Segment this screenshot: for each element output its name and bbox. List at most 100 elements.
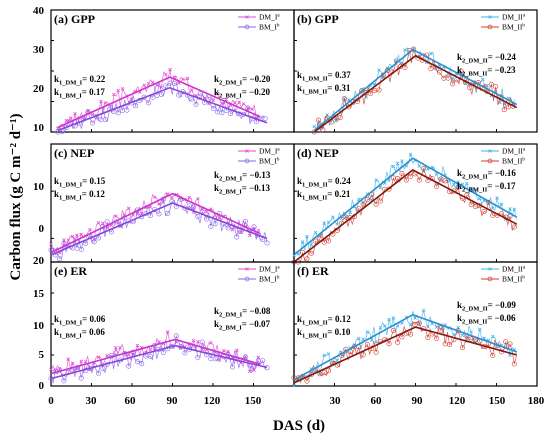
legend-marker [245,15,249,19]
slope-label: k2_DM_I= −0.08 [214,306,271,319]
fit-line-dm_ii [293,313,518,381]
data-point [96,221,101,225]
data-point [171,80,177,86]
slope-label: k1_DM_I= 0.22 [54,74,106,87]
data-point [376,87,382,93]
y-tick-label: 10 [33,320,45,332]
legend-marker [488,15,492,19]
data-point [101,221,105,226]
data-point [66,238,71,242]
slope-value: = −0.06 [487,313,516,323]
slope-letter: k [457,65,462,75]
slope-letter: k [457,168,462,178]
data-point [364,197,370,203]
slope-label: k1_DM_I= 0.06 [54,314,106,327]
data-point [215,91,220,96]
data-point [145,100,151,106]
data-point [326,351,331,356]
data-point [256,228,261,233]
slope-letter: k [297,314,302,324]
fit-line-bm_i [57,86,268,132]
data-point [199,339,205,345]
data-point [234,234,240,240]
data-point [241,101,246,106]
slope-subscript: 1_DM_II [302,76,328,83]
data-point [490,353,496,359]
data-point [322,353,327,358]
data-point [163,72,168,77]
slope-letter: k [297,189,302,199]
fit-line-dm_ii [293,157,518,256]
data-point [103,101,108,105]
slope-subscript: 1_BM_I [59,333,82,340]
data-point [75,233,79,237]
data-point [403,177,409,183]
data-point [395,175,401,181]
data-point [79,232,84,237]
slope-value: = −0.13 [242,170,271,180]
y-tick-label: 30 [33,44,45,56]
legend-superscript: b [277,24,280,29]
legend-label: DM_IIa [502,13,526,22]
data-point [434,335,440,341]
y-tick-label: 40 [33,5,45,17]
data-point [57,256,63,262]
data-point [426,325,430,329]
data-point [425,335,431,341]
legend-superscript: b [277,276,280,281]
data-point [134,359,140,365]
data-point [469,186,473,190]
x-tick-label: 60 [125,395,137,407]
fit-line-bm_i [50,202,268,256]
data-point [228,111,234,117]
data-point [445,75,451,81]
slope-subscript: 2_DM_I [219,176,243,183]
data-point [408,173,414,179]
data-point [156,211,162,217]
data-point [507,341,513,347]
data-point [247,369,252,374]
data-point [148,348,153,352]
slope-label: k2_BM_II= −0.23 [457,65,516,78]
legend-marker [245,149,249,153]
data-point [70,361,75,366]
slope-value: = 0.31 [327,83,351,93]
data-point [229,364,235,370]
x-tick-label: 180 [528,395,545,407]
data-point [442,178,448,184]
data-point [449,81,455,87]
data-point [395,161,400,166]
slope-label: k1_DM_II= 0.12 [297,314,351,327]
data-point [447,342,453,348]
slope-label: k1_BM_II= 0.10 [297,327,351,340]
fit-line-bm_i [50,344,268,380]
slope-label: k1_BM_II= 0.21 [297,189,351,202]
slope-label: k2_DM_II= −0.24 [457,52,516,65]
x-tick-label: 150 [489,395,506,407]
legend-superscript: a [277,266,280,271]
data-point [264,240,270,246]
data-point [73,111,77,116]
data-point [182,350,188,356]
data-point [395,339,401,345]
x-tick-label: 30 [330,395,342,407]
data-point [508,353,512,358]
data-point [79,359,84,364]
data-point [373,201,379,207]
data-point [83,360,88,364]
slope-letter: k [297,327,302,337]
data-point [481,208,487,214]
data-point [114,345,118,350]
data-point [256,355,261,360]
x-tick-labels-left: 0 30 60 90 120 150 [48,395,262,407]
slope-value: = −0.24 [488,52,517,62]
data-point [326,368,332,374]
slope-label: k1_BM_II= 0.31 [297,83,351,96]
slope-subscript: 1_DM_I [59,80,83,87]
data-point [465,181,469,186]
data-point [66,357,71,361]
data-point [341,96,347,102]
fit-line-dm_i [57,76,261,129]
data-point [160,349,166,355]
